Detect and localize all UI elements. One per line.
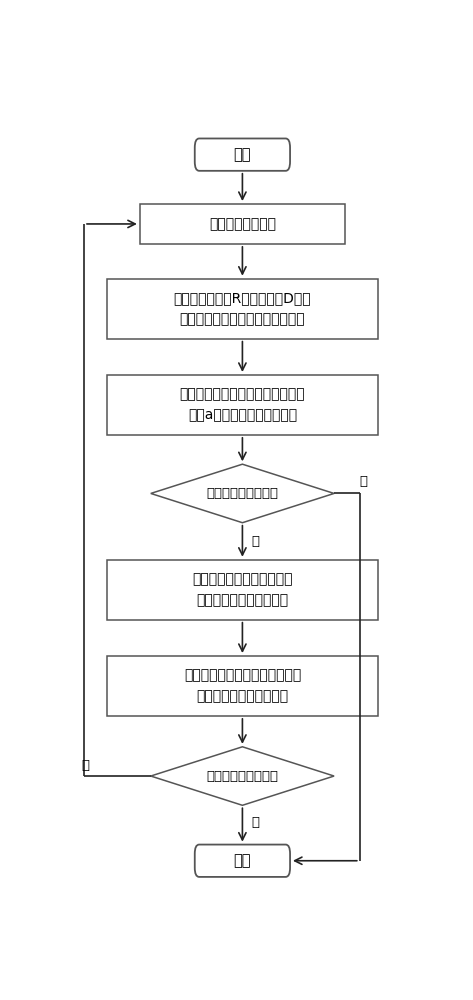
Text: 选择面积最大的可行驶扇区
集中心方向作为行驶方向: 选择面积最大的可行驶扇区 集中心方向作为行驶方向: [192, 572, 293, 607]
Polygon shape: [151, 747, 334, 805]
Bar: [107, 375, 378, 435]
Text: 结束: 结束: [234, 853, 251, 868]
Text: 根据障碍物分布情况，确定角度分
辨率a，确定每个扇区的阻值: 根据障碍物分布情况，确定角度分 辨率a，确定每个扇区的阻值: [180, 388, 305, 422]
FancyBboxPatch shape: [195, 845, 290, 877]
Text: 是: 是: [252, 535, 260, 548]
Bar: [107, 560, 378, 620]
Polygon shape: [151, 464, 334, 523]
Text: 否: 否: [359, 475, 368, 488]
FancyBboxPatch shape: [195, 138, 290, 171]
Text: 根据机器人半径R和安全距离D，将
激光测距数据中的障碍点进行膨胀: 根据机器人半径R和安全距离D，将 激光测距数据中的障碍点进行膨胀: [174, 291, 311, 326]
Bar: [107, 656, 378, 716]
Bar: [107, 279, 378, 339]
Text: 是否有人工停车指令: 是否有人工停车指令: [206, 770, 279, 783]
Text: 是否存在可行驶扇区: 是否存在可行驶扇区: [206, 487, 279, 500]
Text: 是: 是: [252, 816, 260, 829]
Text: 开始: 开始: [234, 147, 251, 162]
Text: 否: 否: [81, 759, 89, 772]
Text: 激光测距采集数据: 激光测距采集数据: [209, 217, 276, 231]
Text: 根据阈值的大小和障碍物分布情
况调整机器人的运动速度: 根据阈值的大小和障碍物分布情 况调整机器人的运动速度: [184, 669, 301, 703]
Bar: [140, 204, 345, 244]
